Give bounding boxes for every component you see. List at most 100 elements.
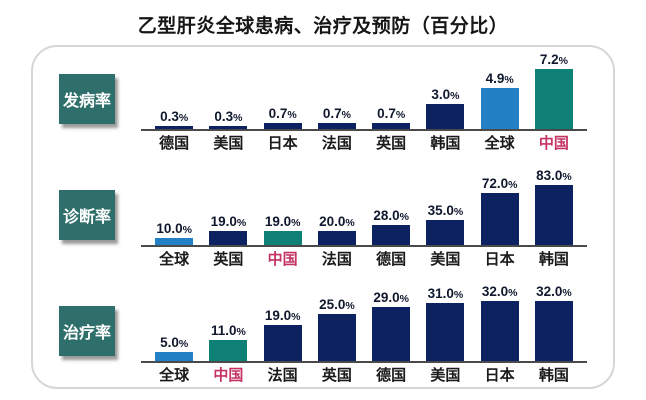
bar — [480, 193, 519, 245]
category-label: 中国 — [213, 367, 244, 384]
category-label: 德国 — [159, 135, 190, 152]
category-label: 德国 — [376, 251, 407, 268]
bar-value-label: 31.0% — [427, 285, 464, 301]
category-label: 法国 — [321, 251, 352, 268]
bar — [155, 126, 194, 129]
bar — [372, 225, 411, 245]
bar-value-label: 5.0% — [160, 334, 189, 350]
bar-column: 83.0% — [527, 167, 581, 245]
bar-value-number: 25.0 — [319, 296, 346, 312]
bar-value-number: 19.0 — [264, 213, 292, 229]
chart-row-2: 治疗率 5.0% 11.0% 19.0% 25.0% 29.0% 31.0% 32.0% 32.… — [33, 281, 613, 387]
bar-value-number: 28.0 — [373, 207, 400, 223]
bar — [209, 231, 248, 245]
bar-value-number: 83.0 — [536, 167, 563, 183]
bar-value-unit: % — [182, 223, 192, 236]
bar — [480, 301, 519, 361]
bar-value-unit: % — [508, 286, 518, 299]
chart-rows-container: 发病率 0.3% 0.3% 0.7% 0.7% 0.7% 3.0% 4.9% 7.2% 德国 美国日… — [33, 49, 613, 387]
bar-value-label: 3.0% — [431, 87, 459, 102]
bar-value-label: 29.0% — [373, 289, 409, 305]
bar-column: 7.2% — [527, 51, 581, 129]
bar-value-number: 31.0 — [427, 285, 454, 301]
bar-column: 0.7% — [364, 105, 418, 129]
bar-column: 72.0% — [473, 175, 527, 245]
category-labels-row: 全球 英国 中国 法国 德国 美国 日本 韩国 — [141, 247, 587, 271]
category-label: 中国 — [267, 251, 298, 268]
bar-value-number: 29.0 — [373, 289, 400, 305]
bar-value-number: 4.9 — [485, 70, 505, 86]
bar — [426, 220, 465, 245]
chart-row-0: 发病率 0.3% 0.3% 0.7% 0.7% 0.7% 3.0% 4.9% 7.2% 德国 美国日… — [33, 49, 613, 155]
bar-value-label: 32.0% — [536, 284, 572, 299]
bar-value-label: 19.0% — [265, 308, 301, 323]
bar-value-number: 7.2 — [539, 51, 559, 67]
bar-value-number: 0.3 — [160, 108, 179, 124]
bar — [263, 325, 302, 361]
bar — [317, 123, 356, 129]
bar-value-number: 20.0 — [319, 213, 346, 229]
bar-column: 19.0% — [256, 308, 310, 361]
category-label: 法国 — [267, 367, 298, 384]
category-label: 英国 — [213, 251, 244, 268]
bar-value-unit: % — [291, 310, 301, 323]
bar-value-unit: % — [453, 205, 464, 218]
bar-column: 35.0% — [418, 203, 472, 245]
bar-value-unit: % — [558, 54, 568, 67]
plot-area-with-axis-line: 10.0% 19.0% 19.0% 20.0% 28.0% 35.0% 72.0% 83.0% — [141, 165, 587, 247]
bar-column: 31.0% — [418, 285, 472, 361]
bar-value-number: 0.3 — [214, 108, 234, 124]
bar-value-unit: % — [236, 325, 246, 338]
plot-area-with-axis-line: 5.0% 11.0% 19.0% 25.0% 29.0% 31.0% 32.0% 32.0% — [141, 281, 587, 363]
bar-value-label: 20.0% — [319, 213, 355, 229]
category-label: 日本 — [484, 251, 515, 268]
row-label: 治疗率 — [59, 306, 115, 356]
bar-column: 19.0% — [256, 213, 310, 245]
bar — [209, 340, 248, 361]
bar — [372, 123, 411, 129]
bar-value-number: 5.0 — [160, 334, 179, 350]
bar — [534, 69, 573, 129]
bar-value-unit: % — [399, 292, 409, 305]
bar-column: 32.0% — [473, 284, 527, 361]
bar-column: 19.0% — [201, 213, 255, 245]
category-label: 韩国 — [538, 367, 569, 384]
bar-value-label: 32.0% — [482, 284, 518, 299]
bar-column: 0.3% — [147, 108, 201, 129]
bar-value-label: 11.0% — [211, 323, 246, 338]
bar — [480, 88, 519, 129]
bar-value-unit: % — [562, 170, 572, 183]
plot-area-with-axis-line: 0.3% 0.3% 0.7% 0.7% 0.7% 3.0% 4.9% 7.2% — [141, 49, 587, 131]
category-label: 全球 — [484, 135, 515, 152]
bar — [534, 185, 573, 245]
bar-column: 29.0% — [364, 289, 418, 361]
bar-value-number: 10.0 — [156, 220, 183, 236]
bar-value-label: 28.0% — [373, 207, 409, 223]
bar-column: 25.0% — [310, 296, 364, 361]
bar-value-unit: % — [178, 337, 189, 350]
bar-column: 32.0% — [527, 284, 581, 361]
category-label: 法国 — [321, 135, 352, 152]
bar-value-number: 19.0 — [210, 213, 237, 229]
bar-column: 10.0% — [147, 220, 201, 245]
bar-value-unit: % — [562, 286, 572, 299]
bar-value-label: 0.7% — [323, 106, 351, 121]
bar-value-unit: % — [341, 108, 351, 121]
bar-column: 0.3% — [201, 108, 255, 129]
bar-column: 3.0% — [418, 87, 472, 129]
category-label: 全球 — [159, 251, 190, 268]
bar-value-label: 0.7% — [377, 105, 405, 121]
row-label: 发病率 — [59, 74, 115, 124]
bar-column: 20.0% — [310, 213, 364, 245]
chart-row-1: 诊断率 10.0% 19.0% 19.0% 20.0% 28.0% 35.0% 72.0% 83… — [33, 165, 613, 271]
category-label: 全球 — [159, 367, 190, 384]
bar-value-number: 0.7 — [268, 105, 288, 121]
bar — [155, 238, 194, 245]
category-label: 日本 — [484, 367, 515, 384]
bar-value-number: 72.0 — [481, 175, 509, 191]
row-label: 诊断率 — [59, 190, 115, 240]
bar — [263, 123, 302, 129]
bar-value-label: 0.7% — [268, 105, 297, 121]
bar-column: 0.7% — [310, 106, 364, 129]
bar-value-number: 0.7 — [377, 105, 396, 121]
